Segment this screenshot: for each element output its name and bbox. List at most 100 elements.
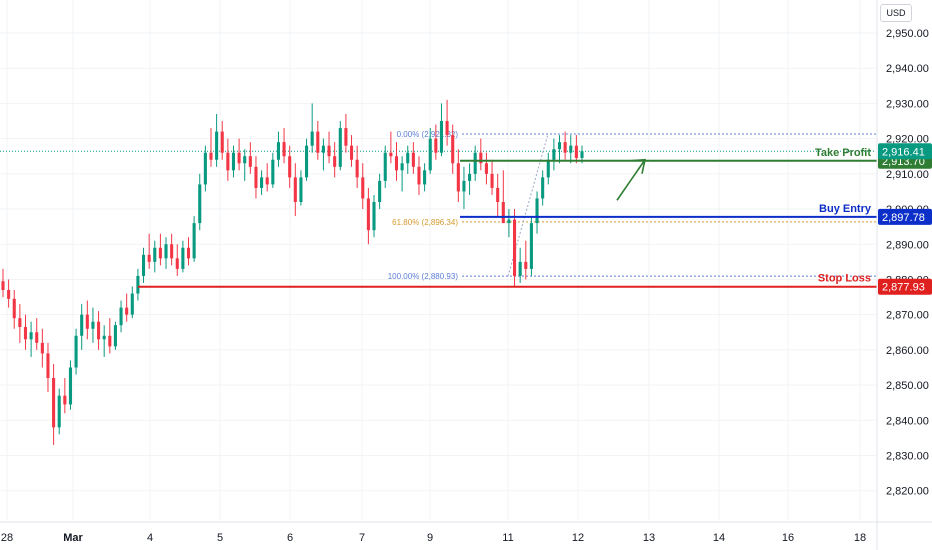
price-tick-label: 2,840.00	[886, 415, 929, 427]
candle-body	[451, 135, 455, 164]
candle-body	[276, 142, 280, 160]
arrow-head	[629, 158, 647, 174]
candle-body	[529, 223, 533, 269]
time-tick-label: 4	[147, 532, 153, 544]
candle-body	[473, 152, 477, 174]
candle-body	[170, 244, 174, 259]
candle-body	[102, 335, 106, 340]
candle-body	[389, 152, 393, 157]
candle-body	[23, 326, 28, 340]
arrow-shaft	[616, 159, 646, 201]
price-tags: 2,913.702,916.412,897.782,877.93	[878, 143, 932, 295]
time-tick-label: 13	[643, 532, 655, 544]
price-tick-label: 2,830.00	[886, 451, 929, 463]
candle-body	[248, 156, 252, 167]
candle-body	[192, 223, 196, 259]
candle-body	[74, 335, 78, 368]
candle-body	[468, 173, 472, 181]
candle-body	[40, 342, 44, 354]
candle-body	[321, 145, 325, 153]
price-tick-label: 2,950.00	[886, 28, 929, 40]
time-tick-label: 7	[359, 532, 365, 544]
price-tick-label: 2,910.00	[886, 169, 929, 181]
candle-body	[68, 367, 73, 405]
trade-levels[interactable]: Take Profit Buy Entry Stop Loss	[138, 147, 877, 288]
candle-body	[411, 152, 415, 167]
candles	[1, 99, 584, 445]
candle-body	[52, 378, 56, 428]
candle-body	[209, 152, 213, 160]
candle-body	[490, 173, 494, 188]
projection-arrow[interactable]	[616, 158, 647, 201]
candle-body	[237, 152, 241, 164]
stop-loss-tag-label: 2,877.93	[882, 282, 925, 294]
candle-body	[316, 131, 320, 153]
candle-body	[518, 261, 522, 276]
candle-body	[113, 325, 117, 347]
grid	[0, 0, 876, 520]
candle-body	[333, 156, 337, 167]
candle-body	[406, 152, 410, 164]
candle-body	[344, 128, 348, 146]
candle-body	[29, 332, 33, 340]
candle-body	[164, 244, 168, 259]
candle-body	[18, 318, 22, 327]
time-tick-label: 12	[572, 532, 584, 544]
fibonacci-retracement[interactable]: 0.00% (2,921.32) 61.80% (2,896.34) 100.00%…	[388, 130, 877, 281]
candle-body	[203, 152, 207, 185]
candle-body	[57, 395, 61, 428]
time-tick-label: 5	[217, 532, 223, 544]
candle-body	[428, 138, 432, 171]
candle-body	[288, 156, 292, 178]
candle-body	[535, 198, 539, 224]
candle-body	[445, 121, 449, 136]
candle-body	[35, 332, 39, 343]
candle-body	[557, 142, 562, 150]
price-axis[interactable]: 2,820.00 2,830.00 2,840.00 2,850.00 2,860.00…	[876, 0, 929, 550]
last-price-tag-label: 2,916.41	[882, 146, 925, 158]
candle-body	[546, 159, 550, 178]
price-tick-label: 2,940.00	[886, 63, 929, 75]
candle-body	[479, 152, 483, 164]
candle-body	[293, 177, 297, 202]
fib-level-label: 100.00% (2,880.93)	[388, 272, 459, 281]
stop-loss-tag-box	[878, 278, 932, 295]
candle-body	[46, 353, 50, 379]
candle-body	[147, 254, 151, 262]
time-axis[interactable]: 28 Mar 4 5 6 7 9 11 12 13 14 16 18	[0, 521, 932, 544]
candle-body	[254, 166, 258, 188]
last-price-tag: 2,916.41	[878, 143, 932, 160]
candle-body	[417, 166, 421, 185]
candle-body	[186, 247, 191, 259]
candle-body	[423, 170, 427, 185]
buy-entry-tag-label: 2,897.78	[882, 212, 925, 224]
candle-body	[12, 298, 16, 319]
candle-body	[394, 156, 399, 171]
candle-body	[7, 290, 11, 299]
candle-body	[80, 314, 84, 336]
candle-body	[355, 159, 359, 178]
candle-body	[271, 159, 275, 185]
candle-body	[310, 131, 314, 146]
time-tick-label: 6	[287, 532, 293, 544]
candle-body	[243, 156, 247, 164]
candle-body	[215, 131, 219, 160]
candle-body	[305, 145, 309, 178]
candle-body	[439, 121, 444, 153]
candle-body	[299, 177, 303, 202]
time-tick-label: 16	[782, 532, 794, 544]
candle-body	[260, 177, 264, 188]
candle-body	[181, 247, 185, 269]
last-price-tag-box	[878, 143, 932, 160]
time-tick-label: 11	[502, 532, 513, 544]
price-tick-label: 2,870.00	[886, 310, 929, 322]
currency-button[interactable]: USD	[880, 4, 912, 22]
price-tick-label: 2,890.00	[886, 239, 929, 251]
candle-body	[327, 145, 331, 157]
candle-body	[378, 180, 382, 202]
candle-body	[456, 163, 460, 192]
candle-body	[175, 258, 179, 269]
candle-body	[484, 163, 488, 174]
candle-body	[220, 131, 224, 153]
